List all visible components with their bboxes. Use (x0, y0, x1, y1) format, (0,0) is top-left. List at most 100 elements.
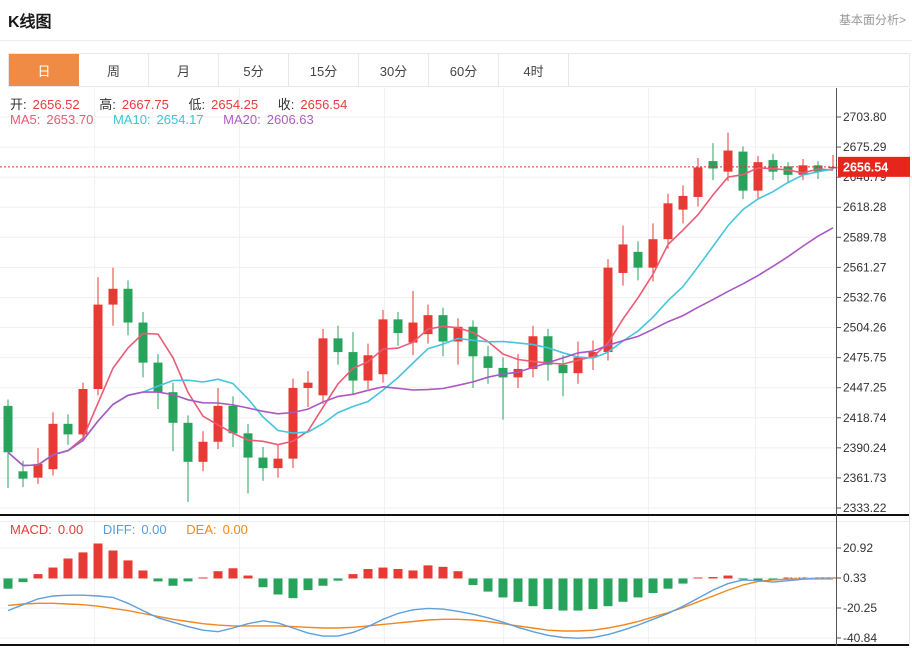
macd-bar (78, 552, 88, 579)
candle-body (633, 251, 643, 268)
ma5-line (7, 167, 834, 467)
macd-bar (48, 567, 58, 579)
macd-bar (558, 578, 568, 611)
macd-bar (633, 578, 643, 598)
macd-bar (168, 578, 178, 586)
dea-line (7, 578, 833, 632)
candle-body (678, 195, 688, 210)
candle-body (363, 355, 373, 381)
macd-bar (123, 560, 133, 579)
tab-60min[interactable]: 60分 (429, 54, 499, 86)
candle-body (63, 423, 73, 435)
tab-day[interactable]: 日 (9, 54, 79, 86)
low-label: 低: (188, 97, 206, 112)
tab-15min[interactable]: 15分 (289, 54, 359, 86)
candle-body (468, 326, 478, 357)
candle-body (663, 203, 673, 240)
close-value: 2656.54 (300, 97, 348, 112)
macd-bar (618, 578, 628, 602)
macd-bar (363, 569, 373, 579)
macd-bar (18, 578, 28, 583)
open-label: 开: (10, 97, 27, 112)
candle-body (3, 405, 13, 453)
candle-body (243, 433, 253, 458)
price-axis-label: 2504.26 (843, 321, 887, 335)
candle-body (33, 463, 43, 478)
macd-bar (303, 578, 313, 591)
ma10-line (7, 168, 834, 467)
candle-body (603, 267, 613, 353)
macd-label: MACD: (10, 522, 52, 537)
candle-body (423, 315, 433, 335)
macd-bar (723, 575, 733, 579)
macd-bar (288, 578, 298, 599)
candle-body (483, 356, 493, 368)
candle-body (123, 288, 133, 323)
ohlc-readout: 开: 2656.52 高: 2667.75 低: 2654.25 收: 2656.54 (10, 94, 353, 113)
tab-bar-filler (569, 54, 909, 86)
macd-bar (378, 567, 388, 579)
macd-bar (438, 566, 448, 579)
macd-bar (483, 578, 493, 592)
macd-bar (393, 569, 403, 579)
candle-body (48, 423, 58, 470)
candle-body (198, 441, 208, 462)
tab-5min[interactable]: 5分 (219, 54, 289, 86)
macd-readout: MACD: 0.00 DIFF: 0.00 DEA: 0.00 (10, 522, 254, 537)
candle-body (513, 368, 523, 378)
ma20-line (7, 227, 834, 467)
candle-body (738, 151, 748, 191)
dea-label: DEA: (186, 522, 217, 537)
candle-body (453, 326, 463, 342)
fundamental-analysis-link[interactable]: 基本面分析> (838, 13, 906, 27)
candle-body (708, 161, 718, 169)
candle-body (798, 165, 808, 175)
macd-bar (663, 578, 673, 589)
macd-bar (423, 565, 433, 579)
tab-4hour[interactable]: 4时 (499, 54, 569, 86)
candle-body (318, 338, 328, 396)
macd-bar (213, 571, 223, 579)
macd-axis-label: -20.25 (843, 601, 877, 615)
candle-body (258, 457, 268, 469)
ma5-label: MA5: (10, 112, 41, 127)
price-axis-label: 2418.74 (843, 411, 887, 425)
macd-bar (198, 577, 208, 579)
candle-body (348, 352, 358, 381)
tab-week[interactable]: 周 (79, 54, 149, 86)
price-axis-label: 2561.27 (843, 260, 887, 274)
price-axis-label: 2618.28 (843, 200, 887, 214)
macd-bar (408, 570, 418, 579)
price-axis-label: 2675.29 (843, 140, 887, 154)
kline-chart[interactable]: 2703.802675.292646.792618.282589.782561.… (0, 88, 912, 653)
macd-bar (648, 578, 658, 594)
current-price-value: 2656.54 (843, 160, 888, 174)
tab-month[interactable]: 月 (149, 54, 219, 86)
macd-bar (513, 578, 523, 602)
macd-axis-label: 0.33 (843, 571, 867, 585)
macd-bar (258, 578, 268, 588)
close-label: 收: (277, 97, 295, 112)
macd-bar (318, 578, 328, 586)
candle-body (693, 167, 703, 197)
header: K线图 基本面分析> (0, 0, 912, 41)
macd-bar (228, 568, 238, 579)
macd-bar (678, 578, 688, 584)
candle-body (618, 244, 628, 273)
candle-body (648, 239, 658, 268)
macd-bar (708, 577, 718, 579)
macd-bar (333, 578, 343, 581)
candle-body (18, 471, 28, 479)
candle-body (498, 367, 508, 378)
macd-bar (498, 578, 508, 598)
high-value: 2667.75 (121, 97, 169, 112)
macd-axis-label: 20.92 (843, 541, 873, 555)
candle-body (333, 338, 343, 353)
diff-line (7, 577, 833, 639)
price-axis-label: 2532.76 (843, 290, 887, 304)
current-price-badge (838, 156, 910, 177)
tab-30min[interactable]: 30分 (359, 54, 429, 86)
price-axis-label: 2447.25 (843, 381, 887, 395)
candle-body (378, 319, 388, 375)
ma5-value: 2653.70 (46, 112, 94, 127)
